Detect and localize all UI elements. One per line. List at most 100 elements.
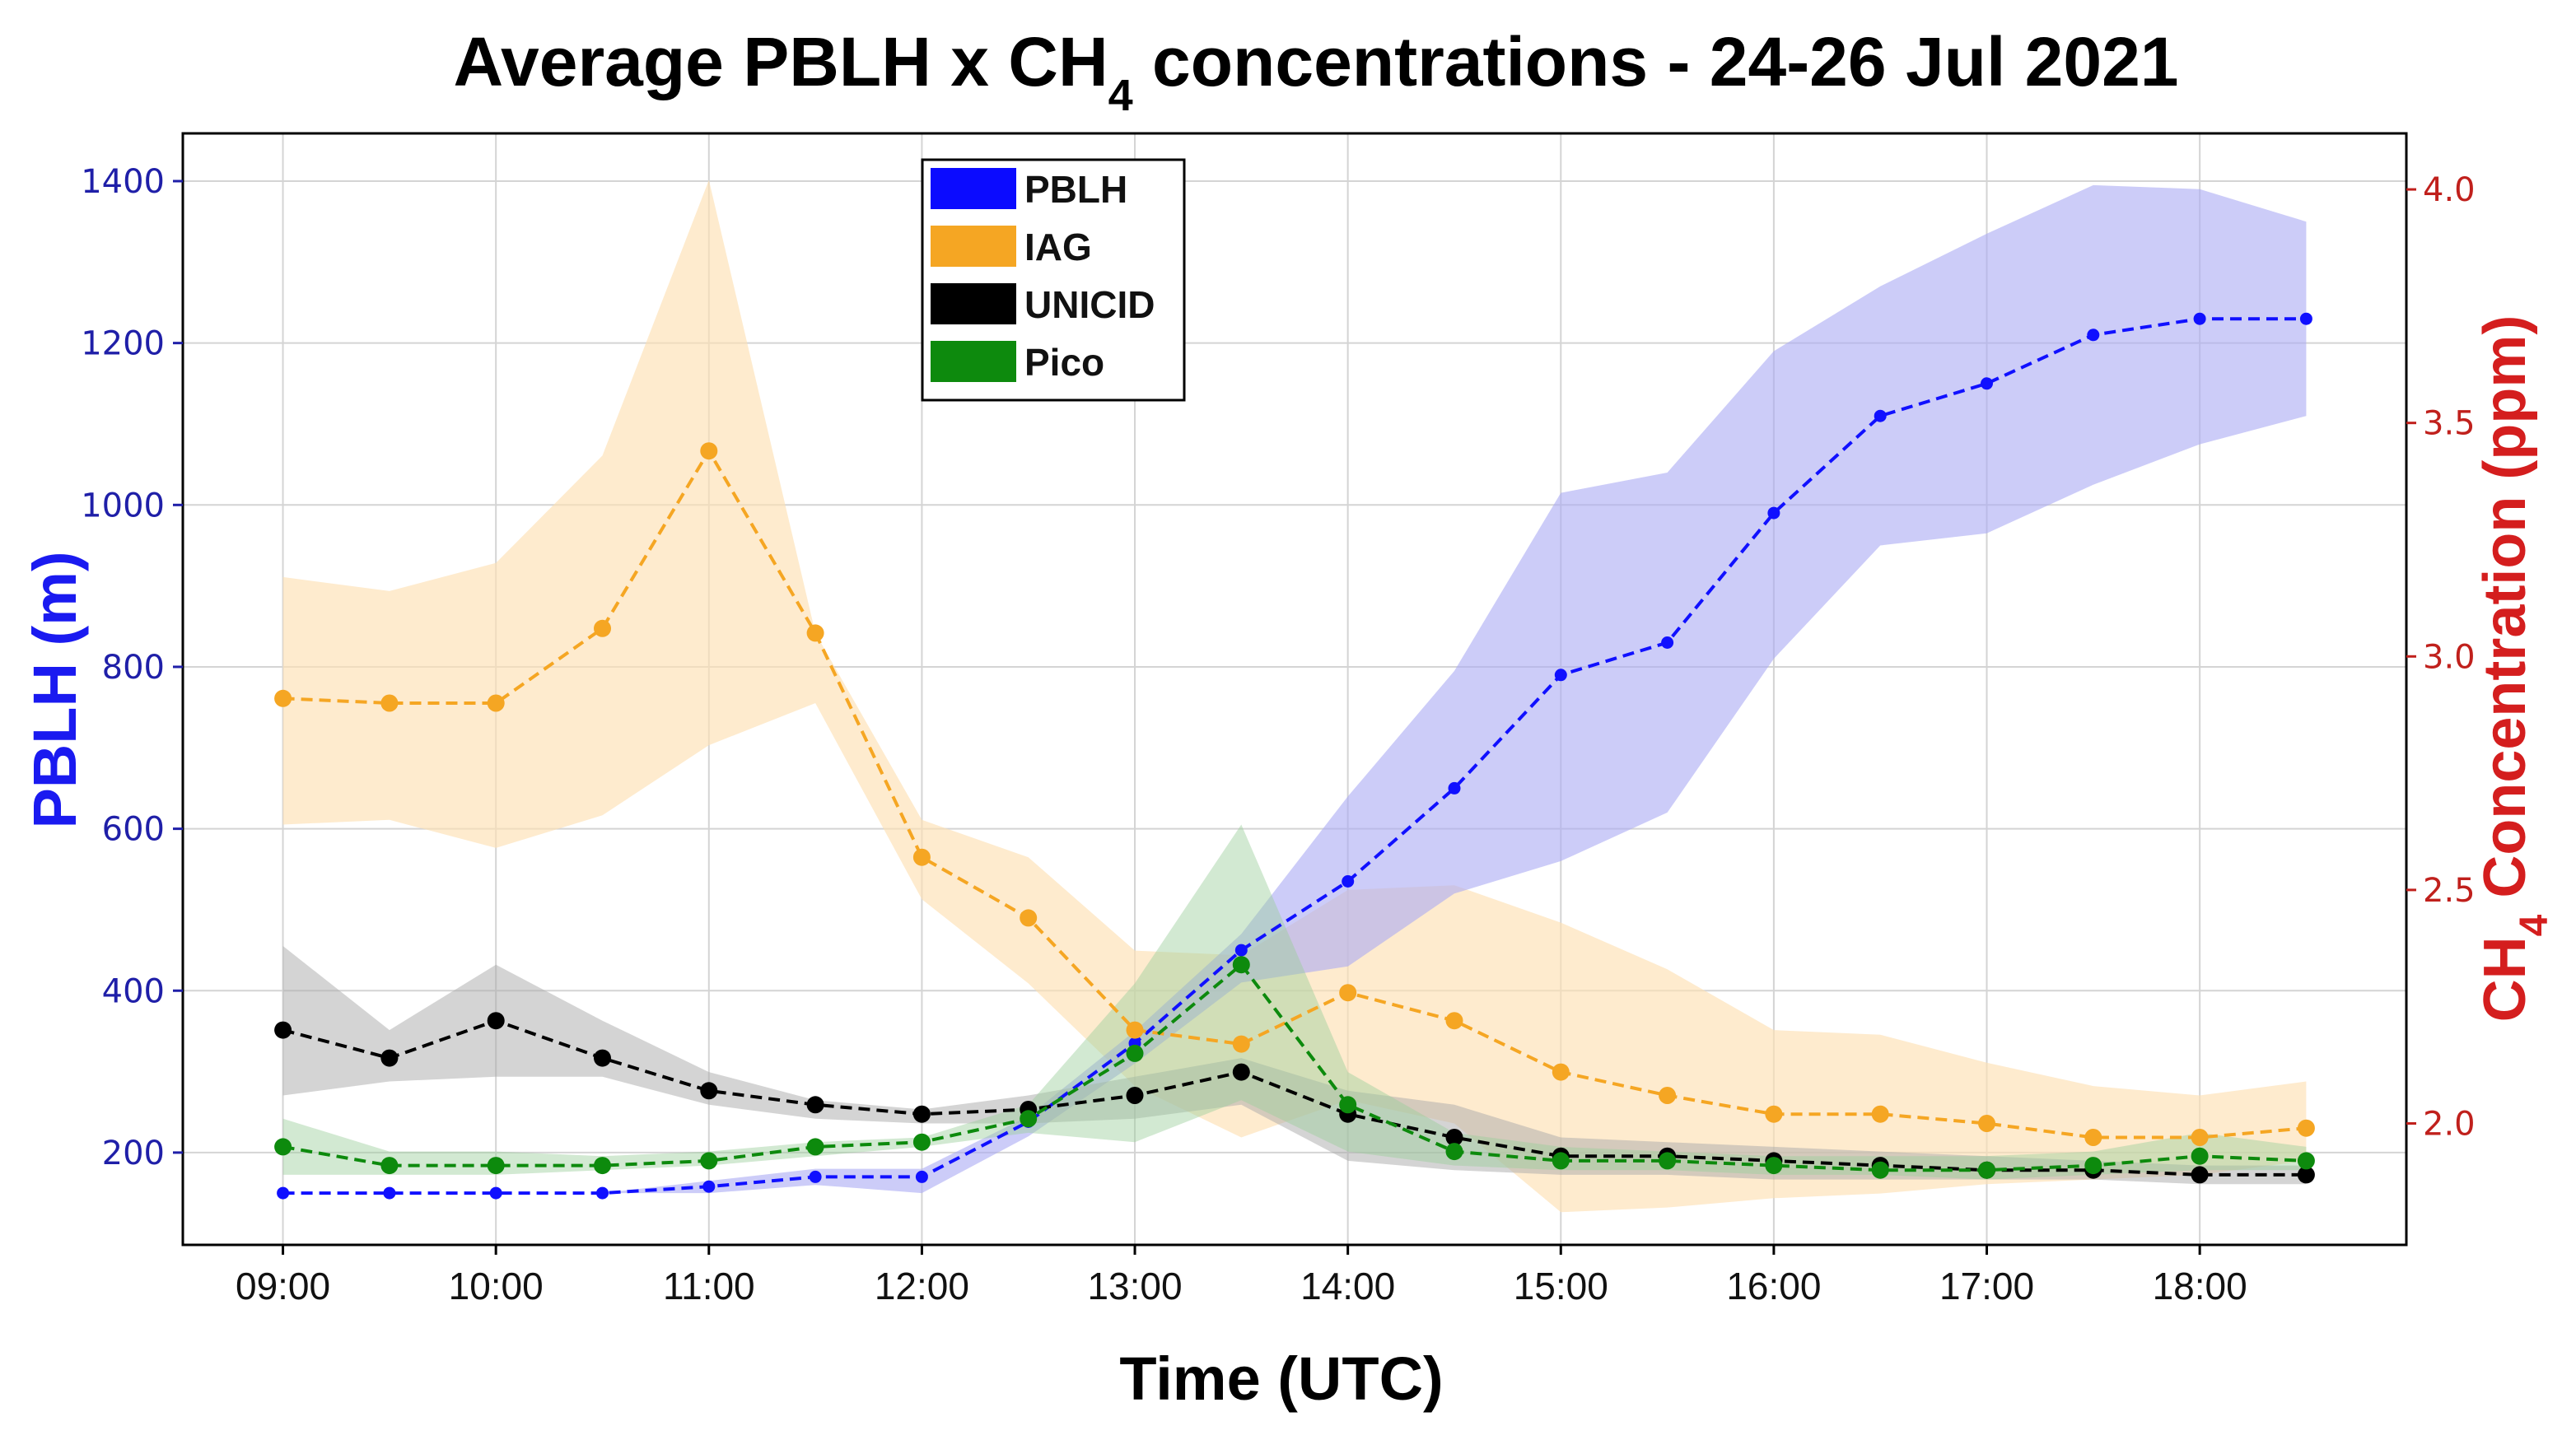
- marker-pblh: [1448, 781, 1461, 795]
- x-tick-label: 09:00: [236, 1265, 330, 1307]
- line-iag: [282, 447, 2307, 1139]
- x-tick-label: 18:00: [2153, 1265, 2247, 1307]
- marker-pblh: [915, 1170, 928, 1183]
- marker-unicid: [1445, 1129, 1463, 1146]
- x-tick-label: 12:00: [875, 1265, 969, 1307]
- series-markers: [274, 312, 2315, 1200]
- marker-pico: [380, 1157, 399, 1175]
- y-axis-right-label-subscript: 4: [2513, 914, 2556, 936]
- y-axis-left-label: PBLH (m): [21, 551, 89, 828]
- y-left-tick-label: 200: [102, 1135, 165, 1172]
- marker-unicid: [274, 1021, 292, 1039]
- marker-iag: [1978, 1115, 1995, 1132]
- marker-pico: [1552, 1152, 1570, 1170]
- marker-unicid: [487, 1012, 505, 1030]
- marker-iag: [1765, 1105, 1783, 1123]
- plot-area-frame: [181, 132, 2408, 1247]
- marker-pblh: [1661, 636, 1674, 649]
- marker-pico: [1765, 1157, 1783, 1175]
- legend-label-pico: Pico: [1024, 341, 1104, 384]
- x-tick-label: 11:00: [663, 1265, 755, 1307]
- marker-pico: [1659, 1152, 1677, 1170]
- legend: PBLH IAG UNICID Pico: [921, 158, 1186, 402]
- marker-iag: [700, 442, 718, 460]
- legend-items: PBLH IAG UNICID Pico: [931, 168, 1155, 384]
- marker-pblh: [1767, 506, 1780, 520]
- legend-label-pblh: PBLH: [1024, 168, 1127, 211]
- marker-iag: [380, 694, 399, 712]
- marker-pblh: [702, 1180, 716, 1193]
- x-tick-label: 17:00: [1939, 1265, 2034, 1307]
- marker-unicid: [700, 1082, 718, 1100]
- marker-iag: [1232, 1035, 1250, 1053]
- y-left-tick-label: 400: [102, 972, 165, 1010]
- marker-pblh: [1874, 409, 1887, 422]
- legend-label-iag: IAG: [1024, 226, 1092, 268]
- marker-pblh: [383, 1186, 396, 1200]
- y-left-tick-label: 1000: [81, 487, 165, 524]
- line-pico: [282, 962, 2307, 1172]
- band-pico: [282, 824, 2307, 1180]
- band-unicid: [282, 946, 2307, 1185]
- marker-pico: [1126, 1044, 1144, 1062]
- marker-pico: [1445, 1143, 1463, 1161]
- chart-title-subscript: 4: [1108, 71, 1133, 120]
- marker-iag: [1659, 1087, 1677, 1104]
- marker-unicid: [380, 1049, 399, 1067]
- marker-unicid: [2297, 1166, 2315, 1184]
- x-tick-label: 14:00: [1300, 1265, 1395, 1307]
- marker-pico: [1871, 1161, 1889, 1179]
- x-tick-label: 13:00: [1087, 1265, 1182, 1307]
- marker-iag: [2191, 1129, 2209, 1146]
- marker-iag: [2297, 1119, 2315, 1137]
- marker-pblh: [2087, 329, 2100, 342]
- marker-pico: [487, 1157, 505, 1175]
- marker-pico: [1020, 1110, 1038, 1128]
- marker-iag: [912, 848, 931, 866]
- marker-iag: [274, 689, 292, 707]
- marker-iag: [1126, 1021, 1144, 1039]
- x-tick-label: 15:00: [1514, 1265, 1608, 1307]
- marker-pico: [1978, 1161, 1995, 1179]
- marker-pblh: [1981, 377, 1993, 390]
- marker-pico: [1232, 956, 1250, 974]
- legend-label-unicid: UNICID: [1024, 283, 1155, 326]
- marker-iag: [1339, 984, 1357, 1002]
- y-left-tick-label: 1200: [81, 325, 165, 363]
- y-right-tick-label: 3.0: [2423, 638, 2476, 676]
- legend-swatch-pico: [931, 341, 1016, 382]
- y-right-tick-label: 4.0: [2423, 171, 2476, 209]
- marker-iag: [487, 694, 505, 712]
- marker-pico: [1339, 1096, 1357, 1114]
- marker-pblh: [2193, 312, 2206, 325]
- marker-unicid: [2191, 1166, 2209, 1184]
- marker-iag: [1445, 1012, 1463, 1030]
- chart-title-suffix: concentrations - 24-26 Jul 2021: [1133, 23, 2179, 100]
- x-tick-label: 10:00: [449, 1265, 544, 1307]
- x-tick-label: 16:00: [1726, 1265, 1821, 1307]
- series-lines: [282, 317, 2307, 1195]
- marker-pblh: [1554, 669, 1567, 682]
- marker-iag: [594, 619, 611, 637]
- band-iag: [282, 179, 2307, 1213]
- marker-iag: [1020, 909, 1038, 927]
- y-axis-right-label-suffix: Concentration (ppm): [2472, 315, 2538, 915]
- confidence-bands: [282, 179, 2307, 1213]
- marker-unicid: [1126, 1087, 1144, 1104]
- marker-pico: [912, 1133, 931, 1151]
- marker-pico: [2297, 1152, 2315, 1170]
- marker-pblh: [1234, 944, 1248, 957]
- band-pblh: [282, 184, 2307, 1194]
- x-axis-label: Time (UTC): [1119, 1344, 1443, 1413]
- marker-unicid: [806, 1096, 824, 1114]
- axis-ticks: 09:00 10:00 11:00 12:00 13:00 14:00 15:00 16:00…: [81, 163, 2475, 1307]
- chart-title-main: Average PBLH x CH: [453, 23, 1108, 100]
- y-right-tick-label: 2.0: [2423, 1106, 2476, 1144]
- marker-unicid: [594, 1049, 611, 1067]
- marker-unicid: [912, 1105, 931, 1123]
- marker-pico: [2191, 1147, 2209, 1165]
- marker-iag: [1552, 1063, 1570, 1081]
- marker-iag: [2084, 1129, 2102, 1146]
- marker-pico: [700, 1152, 718, 1170]
